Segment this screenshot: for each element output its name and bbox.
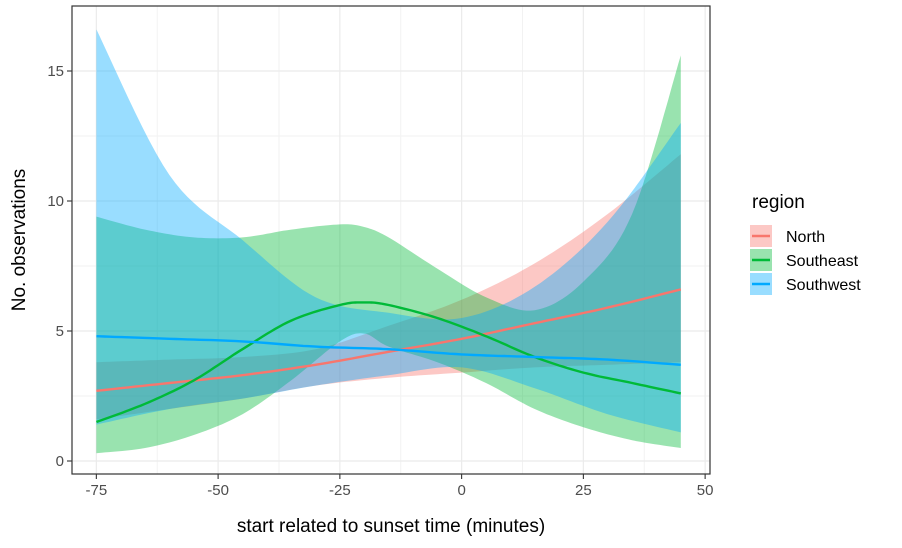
- series-line-southeast: [95, 301, 682, 424]
- legend: region North Southeast Southwest: [750, 192, 861, 295]
- confidence-band-north: [96, 154, 681, 420]
- x-axis-title: start related to sunset time (minutes): [237, 516, 545, 537]
- series-lines: [95, 288, 682, 424]
- panel-border: [71, 5, 711, 475]
- axes: -75 -50 -25 0 25 50 0 5 10 15: [47, 63, 713, 499]
- legend-label-southwest: Southwest: [786, 277, 861, 294]
- y-tick-label: 5: [56, 323, 64, 340]
- y-axis-title: No. observations: [9, 169, 30, 312]
- y-tick-label: 0: [56, 453, 64, 470]
- y-tick-label: 15: [47, 63, 64, 80]
- confidence-band-southeast: [96, 55, 681, 454]
- series-line-southwest: [96, 335, 681, 366]
- x-tick-label: 25: [575, 482, 592, 499]
- confidence-band-southwest: [96, 29, 681, 433]
- x-tick-label: -75: [86, 482, 108, 499]
- legend-label-north: North: [786, 229, 825, 246]
- y-tick-label: 10: [47, 193, 64, 210]
- x-tick-label: -25: [329, 482, 351, 499]
- confidence-bands: [96, 29, 681, 454]
- x-tick-label: 0: [457, 482, 465, 499]
- grid: [72, 6, 710, 474]
- x-tick-label: -50: [207, 482, 229, 499]
- x-tick-label: 50: [697, 482, 714, 499]
- legend-title: region: [752, 192, 805, 213]
- legend-label-southeast: Southeast: [786, 253, 859, 270]
